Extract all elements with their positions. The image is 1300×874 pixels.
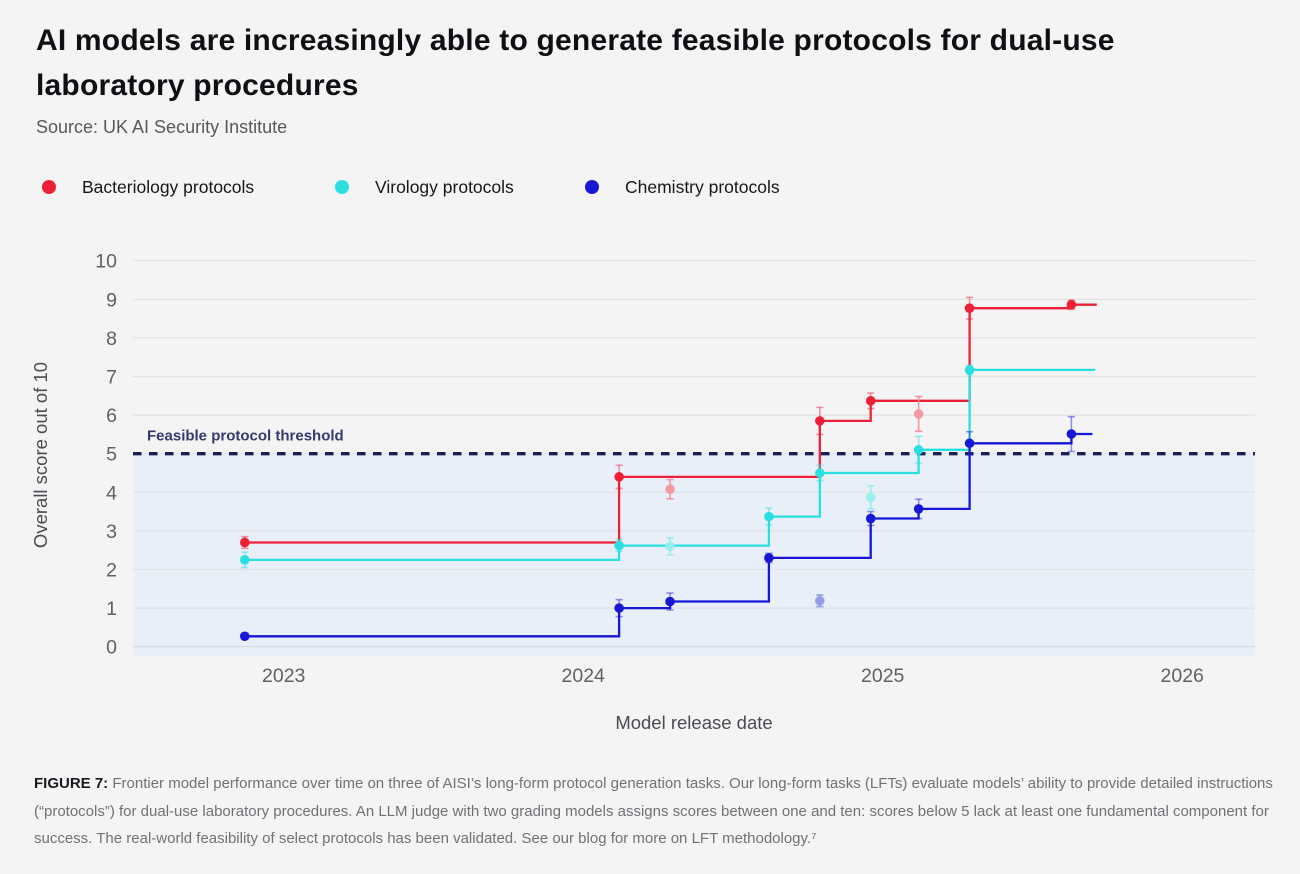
bacteriology-dot-icon xyxy=(42,180,56,194)
svg-text:Model release date: Model release date xyxy=(615,712,772,733)
page-title-line1: AI models are increasingly able to gener… xyxy=(36,24,1115,57)
svg-text:1: 1 xyxy=(106,598,117,620)
svg-text:Feasible protocol threshold: Feasible protocol threshold xyxy=(147,428,344,445)
svg-text:3: 3 xyxy=(106,521,117,543)
svg-text:7: 7 xyxy=(106,367,117,389)
legend-label-bacteriology: Bacteriology protocols xyxy=(82,176,255,197)
legend: Bacteriology protocols Virology protocol… xyxy=(0,174,1300,200)
svg-text:8: 8 xyxy=(106,328,117,350)
page-title-line2: laboratory procedures xyxy=(36,69,359,102)
svg-text:9: 9 xyxy=(106,289,117,311)
y-axis-ticks: 0 1 2 3 4 5 6 7 8 9 10 xyxy=(95,251,117,659)
svg-text:2023: 2023 xyxy=(262,665,305,687)
x-axis-ticks: 2023 2024 2025 2026 xyxy=(262,665,1204,687)
series-line-chemistry-protocols xyxy=(244,432,1093,638)
figure-caption-body: Frontier model performance over time on … xyxy=(34,775,1273,847)
svg-text:0: 0 xyxy=(106,637,117,659)
svg-text:2: 2 xyxy=(106,560,117,582)
figure-caption-label: FIGURE 7: xyxy=(34,775,109,792)
legend-item-virology: Virology protocols xyxy=(335,174,514,200)
svg-text:5: 5 xyxy=(106,444,117,466)
legend-label-virology: Virology protocols xyxy=(375,176,514,197)
svg-text:6: 6 xyxy=(106,405,117,427)
virology-dot-icon xyxy=(335,180,349,194)
svg-text:2024: 2024 xyxy=(562,665,606,687)
legend-label-chemistry: Chemistry protocols xyxy=(625,176,780,197)
figure-caption: FIGURE 7: Frontier model performance ove… xyxy=(34,770,1274,853)
svg-text:Overall score out of 10: Overall score out of 10 xyxy=(30,362,51,548)
legend-item-bacteriology: Bacteriology protocols xyxy=(42,174,254,200)
series-markers-chemistry-protocols xyxy=(239,415,1077,642)
svg-text:10: 10 xyxy=(95,251,117,273)
svg-text:2025: 2025 xyxy=(861,665,905,687)
series-markers-bacteriology-protocols xyxy=(239,296,1077,550)
series-markers-virology-protocols xyxy=(239,364,975,569)
chemistry-dot-icon xyxy=(585,180,599,194)
page-title: AI models are increasingly able to gener… xyxy=(36,18,1266,108)
below-threshold-shading xyxy=(133,453,1255,656)
svg-text:2026: 2026 xyxy=(1161,665,1204,687)
source-line: Source: UK AI Security Institute xyxy=(36,117,288,137)
svg-text:4: 4 xyxy=(106,482,117,504)
feasible-threshold: Feasible protocol threshold xyxy=(133,428,1255,456)
axis-titles: Model release date Overall score out of 1… xyxy=(30,362,773,733)
legend-item-chemistry: Chemistry protocols xyxy=(585,174,780,200)
